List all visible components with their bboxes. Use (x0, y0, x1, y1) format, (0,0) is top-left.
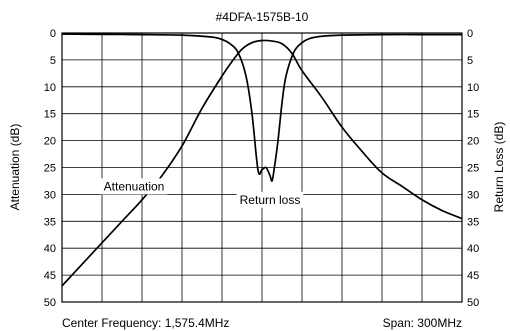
y-tick-label-right: 50 (467, 297, 479, 309)
y-tick-label-left: 5 (50, 55, 56, 67)
span-label: Span: 300MHz (383, 316, 462, 330)
y-tick-label-right: 35 (467, 216, 479, 228)
annotations: Attenuation Return loss (100, 178, 304, 208)
y-tick-labels-right: 0 5 10 15 20 25 30 35 40 45 50 (467, 28, 479, 309)
y-tick-label-left: 25 (44, 163, 56, 175)
y-tick-label-left: 20 (44, 136, 56, 148)
y-tick-label-left: 10 (44, 82, 56, 94)
y-tick-label-right: 10 (467, 82, 479, 94)
plot-frame (61, 32, 463, 303)
annotation-background (236, 191, 304, 208)
y-tick-label-right: 30 (467, 189, 479, 201)
center-frequency-label: Center Frequency: 1,575.4MHz (62, 316, 229, 330)
y-tick-label-left: 0 (50, 28, 56, 40)
y-tick-label-left: 30 (44, 189, 56, 201)
y-tick-label-right: 40 (467, 243, 479, 255)
y-tick-label-right: 5 (467, 55, 473, 67)
grid (62, 33, 462, 302)
y-tick-label-left: 50 (44, 297, 56, 309)
y-tick-label-right: 0 (467, 28, 473, 40)
series-line-attenuation (62, 39, 462, 287)
y-tick-labels-left: 0 5 10 15 20 25 30 35 40 45 50 (44, 28, 56, 309)
y-tick-label-left: 15 (44, 109, 56, 121)
annotation-label: Return loss (240, 193, 301, 207)
annotation-background (100, 178, 168, 195)
annotation-label: Attenuation (104, 179, 165, 193)
series-group (62, 33, 462, 287)
series-line-return-loss (62, 33, 462, 182)
y-axis-label-right: Return Loss (dB) (492, 122, 506, 213)
y-tick-label-right: 45 (467, 270, 479, 282)
y-axis-label-left: Attenuation (dB) (8, 124, 22, 211)
chart-title: #4DFA-1575B-10 (216, 10, 309, 24)
y-tick-label-right: 20 (467, 136, 479, 148)
y-tick-label-left: 35 (44, 216, 56, 228)
y-tick-label-right: 15 (467, 109, 479, 121)
y-tick-label-right: 25 (467, 163, 479, 175)
y-tick-label-left: 45 (44, 270, 56, 282)
y-tick-label-left: 40 (44, 243, 56, 255)
